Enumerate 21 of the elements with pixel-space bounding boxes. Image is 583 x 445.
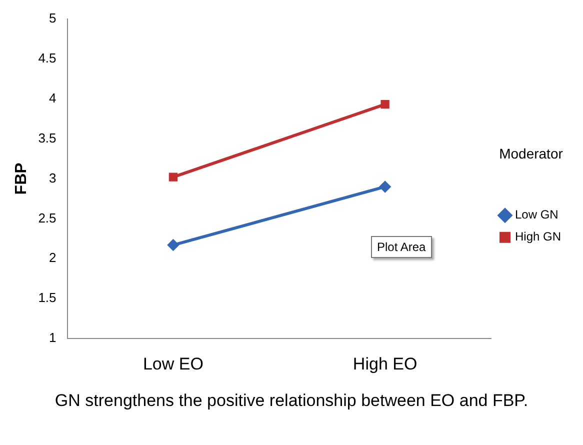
point [168, 172, 178, 182]
annotation: Plot Area [371, 236, 432, 258]
y-tick-label: 4 [49, 90, 56, 106]
x-tick-label: Low EO [142, 354, 204, 374]
point [380, 181, 391, 192]
y-tick-label: 1 [49, 330, 56, 346]
legend-title: Moderator [499, 145, 564, 162]
point [168, 240, 179, 251]
y-tick-label: 2.5 [38, 210, 56, 226]
legend-label: High GN [514, 230, 561, 244]
y-tick-label: 3.5 [38, 130, 56, 146]
y-tick-label: 3 [49, 170, 56, 186]
y-axis-title: FBP [13, 162, 30, 195]
y-tick-label: 1.5 [38, 290, 56, 306]
y-tick-label: 5 [49, 10, 56, 26]
point [380, 100, 390, 109]
y-tick-label: 2 [49, 250, 56, 266]
text: GN strengthens the positive relationship between EO and FBP. [54, 391, 530, 411]
y-tick-label: 4.5 [38, 50, 56, 66]
legend-label: Low GN [514, 208, 558, 222]
x-tick-label: High EO [352, 354, 418, 374]
